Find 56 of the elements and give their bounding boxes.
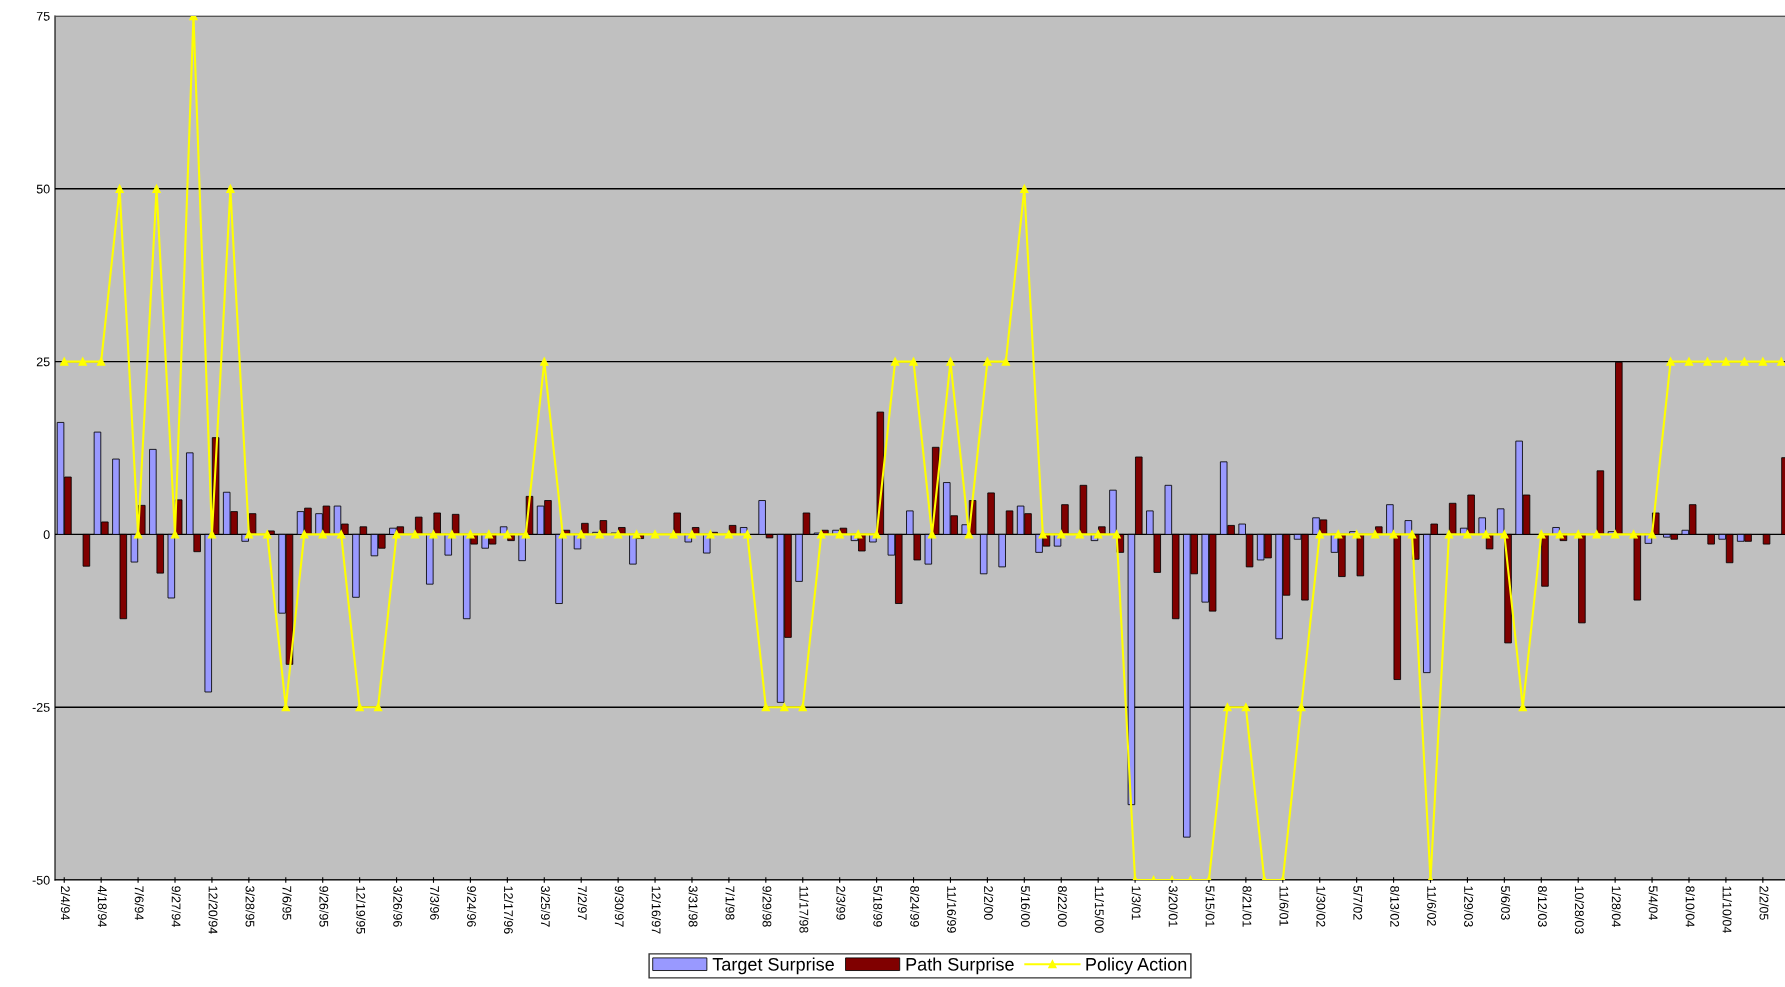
x-tick-label: 7/2/97 xyxy=(577,886,588,920)
x-tick-label: 8/13/02 xyxy=(1390,886,1400,927)
x-tick-label: 3/25/97 xyxy=(540,886,551,927)
x-tick-label: 5/4/04 xyxy=(1648,886,1658,920)
x-tick-label: 5/7/02 xyxy=(1353,886,1363,920)
x-tick-label: 3/28/95 xyxy=(245,886,255,927)
x-tick-label: 9/27/94 xyxy=(171,886,181,927)
x-tick-label: 2/4/94 xyxy=(60,886,71,920)
x-tick-label: 8/21/01 xyxy=(1242,886,1252,927)
x-tick-label: 11/16/99 xyxy=(947,886,957,933)
x-tick-label: 8/10/04 xyxy=(1685,886,1695,927)
x-tick-label: 4/18/94 xyxy=(97,885,107,927)
x-tick-label: 8/22/00 xyxy=(1057,886,1068,927)
x-tick-label: 3/20/01 xyxy=(1168,886,1178,927)
x-tick-label: 7/6/95 xyxy=(282,886,292,920)
x-tick-label: 1/3/01 xyxy=(1131,886,1141,920)
x-tick-label: 8/24/99 xyxy=(910,886,920,927)
x-tick-label: 3/31/98 xyxy=(688,886,698,927)
y-tick-label: 25 xyxy=(36,357,50,367)
x-tick-label: 7/6/94 xyxy=(134,886,144,920)
legend-label: Path Surprise xyxy=(906,957,1014,975)
legend-label: Policy Action xyxy=(1086,957,1187,975)
x-tick-label: 1/28/04 xyxy=(1611,886,1621,927)
x-tick-label: 12/16/97 xyxy=(651,886,661,934)
x-tick-label: 2/2/05 xyxy=(1759,886,1769,920)
x-tick-label: 9/26/95 xyxy=(319,886,329,927)
y-tick-label: -25 xyxy=(32,703,50,712)
x-tick-label: 9/24/96 xyxy=(467,886,477,927)
y-tick-label: 75 xyxy=(36,11,50,21)
x-tick-label: 11/15/00 xyxy=(1094,886,1104,933)
x-tick-label: 5/18/99 xyxy=(873,886,883,927)
x-tick-label: 11/6/01 xyxy=(1279,886,1289,926)
y-tick-label: 0 xyxy=(43,530,50,540)
x-tick-label: 11/6/02 xyxy=(1427,886,1437,926)
x-tick-label: 1/30/02 xyxy=(1316,886,1326,927)
x-tick-label: 12/20/94 xyxy=(208,886,218,934)
x-tick-label: 3/26/96 xyxy=(393,886,403,927)
x-tick-label: 11/10/04 xyxy=(1722,886,1732,933)
legend-label: Target Surprise xyxy=(712,957,834,975)
x-tick-label: 12/17/96 xyxy=(503,886,514,934)
x-tick-label: 5/16/00 xyxy=(1020,886,1031,927)
x-tick-label: 2/2/00 xyxy=(984,886,994,920)
x-tick-label: 10/28/03 xyxy=(1574,886,1585,934)
y-tick-label: 50 xyxy=(36,184,50,194)
x-tick-label: 8/12/03 xyxy=(1537,886,1548,927)
x-tick-label: 9/29/98 xyxy=(762,886,772,927)
x-tick-label: 5/15/01 xyxy=(1205,886,1215,927)
y-tick-label: -50 xyxy=(32,875,50,885)
x-tick-label: 11/17/98 xyxy=(799,886,809,933)
x-tick-label: 7/3/96 xyxy=(430,886,440,920)
x-tick-label: 7/1/98 xyxy=(725,886,735,920)
x-tick-label: 2/3/99 xyxy=(836,886,846,920)
x-tick-label: 5/6/03 xyxy=(1501,886,1511,920)
x-tick-label: 1/29/03 xyxy=(1464,886,1474,927)
x-tick-label: 9/30/97 xyxy=(614,886,624,927)
x-tick-label: 12/19/95 xyxy=(356,886,366,934)
